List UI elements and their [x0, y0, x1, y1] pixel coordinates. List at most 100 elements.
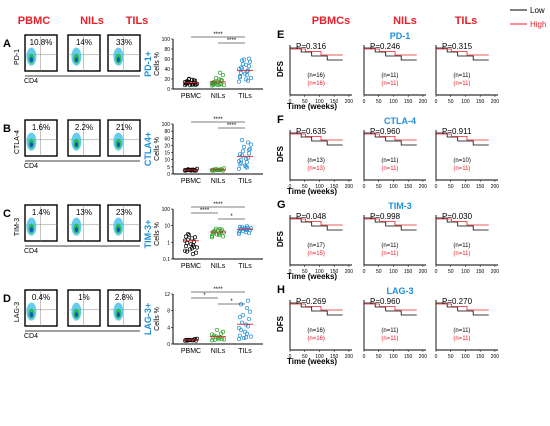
km-letter: E [277, 29, 284, 41]
scatter-tick-label: 10 [164, 158, 170, 164]
km-tick-label: 100 [389, 354, 398, 360]
km-n-low: (n=11) [381, 243, 398, 249]
scatter-point [248, 334, 254, 339]
scatter-point [243, 164, 249, 169]
km-tick-label: 200 [345, 99, 354, 105]
scatter-tick-label: 0.1 [163, 257, 170, 263]
km-n-low: (n=10) [453, 158, 471, 164]
scatter-tick-label: 80 [164, 47, 170, 53]
scatter-group-label: TILs [238, 263, 252, 270]
km-n-high: (n=11) [453, 81, 470, 87]
km-tick-label: 50 [448, 269, 454, 275]
flow-plot: 1.4% [24, 204, 58, 242]
km-tick-label: 50 [376, 354, 382, 360]
scatter-point [242, 71, 248, 76]
scatter-point [221, 337, 227, 342]
flow-percent: 0.4% [32, 293, 50, 302]
flow-frame [107, 204, 141, 242]
scatter-tick-label: 20 [164, 143, 170, 149]
km-pvalue: P=0.960 [370, 297, 401, 306]
scatter-point [241, 336, 247, 341]
km-n-low: (n=13) [307, 158, 325, 164]
scatter-point [240, 149, 246, 154]
scatter-point [246, 147, 252, 152]
flow-plot: 1.6% [24, 119, 58, 157]
population-core [29, 227, 33, 233]
flow-xlabel: CD4 [24, 163, 38, 170]
km-tick-label: 50 [448, 184, 454, 190]
km-plot: 0 50 100 150 200 P=0.030 (n=11) (n=11) [435, 212, 500, 275]
scatter-tick-label: 5 [167, 165, 170, 171]
scatter-point [216, 233, 222, 238]
scatter-point [237, 315, 243, 320]
scatter-group-label: TILs [238, 348, 252, 355]
km-n-low: (n=17) [307, 243, 325, 249]
scatter-point [191, 78, 197, 83]
scatter-point [183, 234, 189, 239]
scatter-point [194, 81, 200, 86]
scatter-ylabel-unit: Cells % [154, 137, 161, 161]
km-curve-high [436, 48, 489, 56]
scatter-point [209, 332, 215, 337]
km-tick-label: 100 [461, 99, 470, 105]
km-n-high: (n=11) [381, 336, 398, 342]
sig-label: * [230, 214, 233, 220]
flow-frame [107, 119, 141, 157]
population-core [29, 312, 33, 318]
km-tick-label: 150 [476, 99, 485, 105]
scatter-point [240, 313, 246, 318]
scatter-point [219, 336, 225, 341]
population-core [116, 142, 120, 148]
km-tick-label: 200 [345, 354, 354, 360]
km-curve-high [364, 303, 417, 311]
km-tick-label: 100 [315, 99, 324, 105]
km-pvalue: P=0.316 [296, 42, 327, 51]
km-n-high: (n=11) [453, 166, 470, 172]
scatter-point [214, 232, 220, 237]
scatter-point [194, 166, 200, 171]
scatter-point [184, 249, 190, 254]
scatter-point [188, 242, 194, 247]
population-core [74, 227, 78, 233]
flow-xlabel: CD4 [24, 333, 38, 340]
km-n-high: (n=11) [453, 336, 470, 342]
scatter-point [187, 247, 193, 252]
scatter-tick-label: 100 [162, 207, 171, 213]
population-core [29, 57, 33, 63]
scatter-point [241, 57, 247, 62]
km-curve-high [290, 133, 343, 141]
scatter-point [243, 335, 249, 340]
left-headers: PBMC NILs TILs [18, 15, 149, 27]
km-plot: 0 50 100 150 200 P=0.246 (n=11) (n=11) [363, 42, 428, 105]
km-tick-label: 100 [389, 269, 398, 275]
km-plot: 0 50 100 150 200 P=0.269 (n=16) (n=16) [289, 297, 354, 360]
km-tick-label: 50 [448, 99, 454, 105]
scatter-point [244, 69, 250, 74]
km-marker-title: PD-1 [390, 31, 411, 41]
flow-xlabel: CD4 [24, 78, 38, 85]
flow-plot: 0.4% [24, 289, 58, 327]
km-letter: F [277, 114, 284, 126]
km-curve-high [436, 218, 489, 226]
km-row: H LAG-3 DFS 0 50 100 150 200 P=0.269 (n=16) (n=16)… [276, 284, 499, 366]
scatter-point [248, 142, 254, 147]
flow-plot: 10.8% [24, 34, 58, 72]
scatter-ylabel: LAG-3+ [143, 303, 153, 335]
flow-plot: 14% [67, 34, 101, 72]
scatter-tick-label: 8 [167, 309, 170, 315]
scatter-point [245, 298, 251, 303]
km-tick-label: 200 [491, 184, 500, 190]
scatter-point [245, 140, 251, 145]
km-tick-label: 200 [491, 354, 500, 360]
scatter-tick-label: 1 [167, 240, 170, 246]
flow-ylabel: CTLA-4 [14, 130, 21, 154]
scatter-ylabel: CTLA4+ [143, 132, 153, 166]
km-tick-label: 100 [315, 184, 324, 190]
scatter-point [247, 228, 253, 233]
km-marker-title: CTLA-4 [384, 116, 416, 126]
scatter-point [191, 244, 197, 249]
